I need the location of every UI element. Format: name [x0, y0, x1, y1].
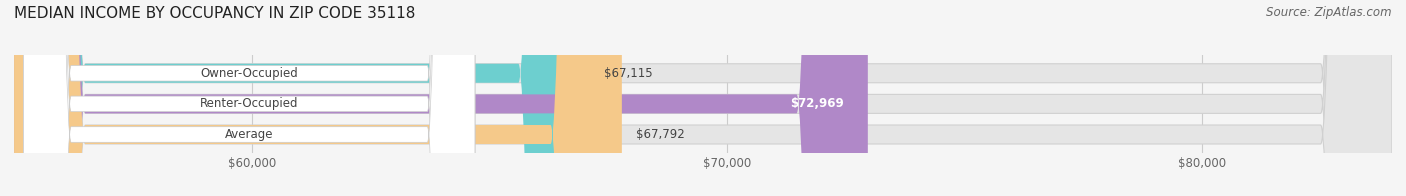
- Text: Average: Average: [225, 128, 274, 141]
- Text: Owner-Occupied: Owner-Occupied: [201, 67, 298, 80]
- Text: $67,115: $67,115: [605, 67, 652, 80]
- FancyBboxPatch shape: [14, 0, 868, 196]
- Text: Source: ZipAtlas.com: Source: ZipAtlas.com: [1267, 6, 1392, 19]
- Text: MEDIAN INCOME BY OCCUPANCY IN ZIP CODE 35118: MEDIAN INCOME BY OCCUPANCY IN ZIP CODE 3…: [14, 6, 415, 21]
- Text: $72,969: $72,969: [790, 97, 844, 110]
- FancyBboxPatch shape: [24, 0, 475, 196]
- Text: $67,792: $67,792: [636, 128, 685, 141]
- FancyBboxPatch shape: [14, 0, 1392, 196]
- FancyBboxPatch shape: [24, 0, 475, 196]
- FancyBboxPatch shape: [14, 0, 1392, 196]
- FancyBboxPatch shape: [24, 0, 475, 196]
- FancyBboxPatch shape: [14, 0, 621, 196]
- Text: Renter-Occupied: Renter-Occupied: [200, 97, 298, 110]
- FancyBboxPatch shape: [14, 0, 589, 196]
- FancyBboxPatch shape: [14, 0, 1392, 196]
